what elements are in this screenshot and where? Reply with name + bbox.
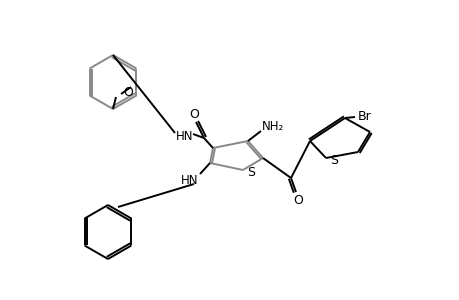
Text: O: O (292, 194, 302, 206)
Text: O: O (123, 85, 133, 98)
Text: S: S (329, 154, 337, 166)
Text: S: S (246, 166, 254, 178)
Text: O: O (189, 107, 198, 121)
Text: HN: HN (176, 130, 193, 142)
Text: NH₂: NH₂ (261, 121, 284, 134)
Text: Br: Br (358, 110, 371, 122)
Text: HN: HN (181, 173, 198, 187)
